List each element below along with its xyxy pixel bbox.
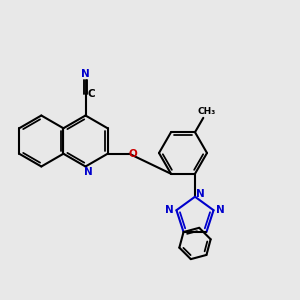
Text: O: O (129, 149, 137, 159)
Text: N: N (84, 167, 93, 177)
Text: N: N (81, 69, 90, 80)
Text: N: N (216, 205, 224, 215)
Text: CH₃: CH₃ (198, 107, 216, 116)
Text: N: N (166, 205, 174, 215)
Text: C: C (87, 89, 95, 99)
Text: N: N (196, 189, 205, 199)
